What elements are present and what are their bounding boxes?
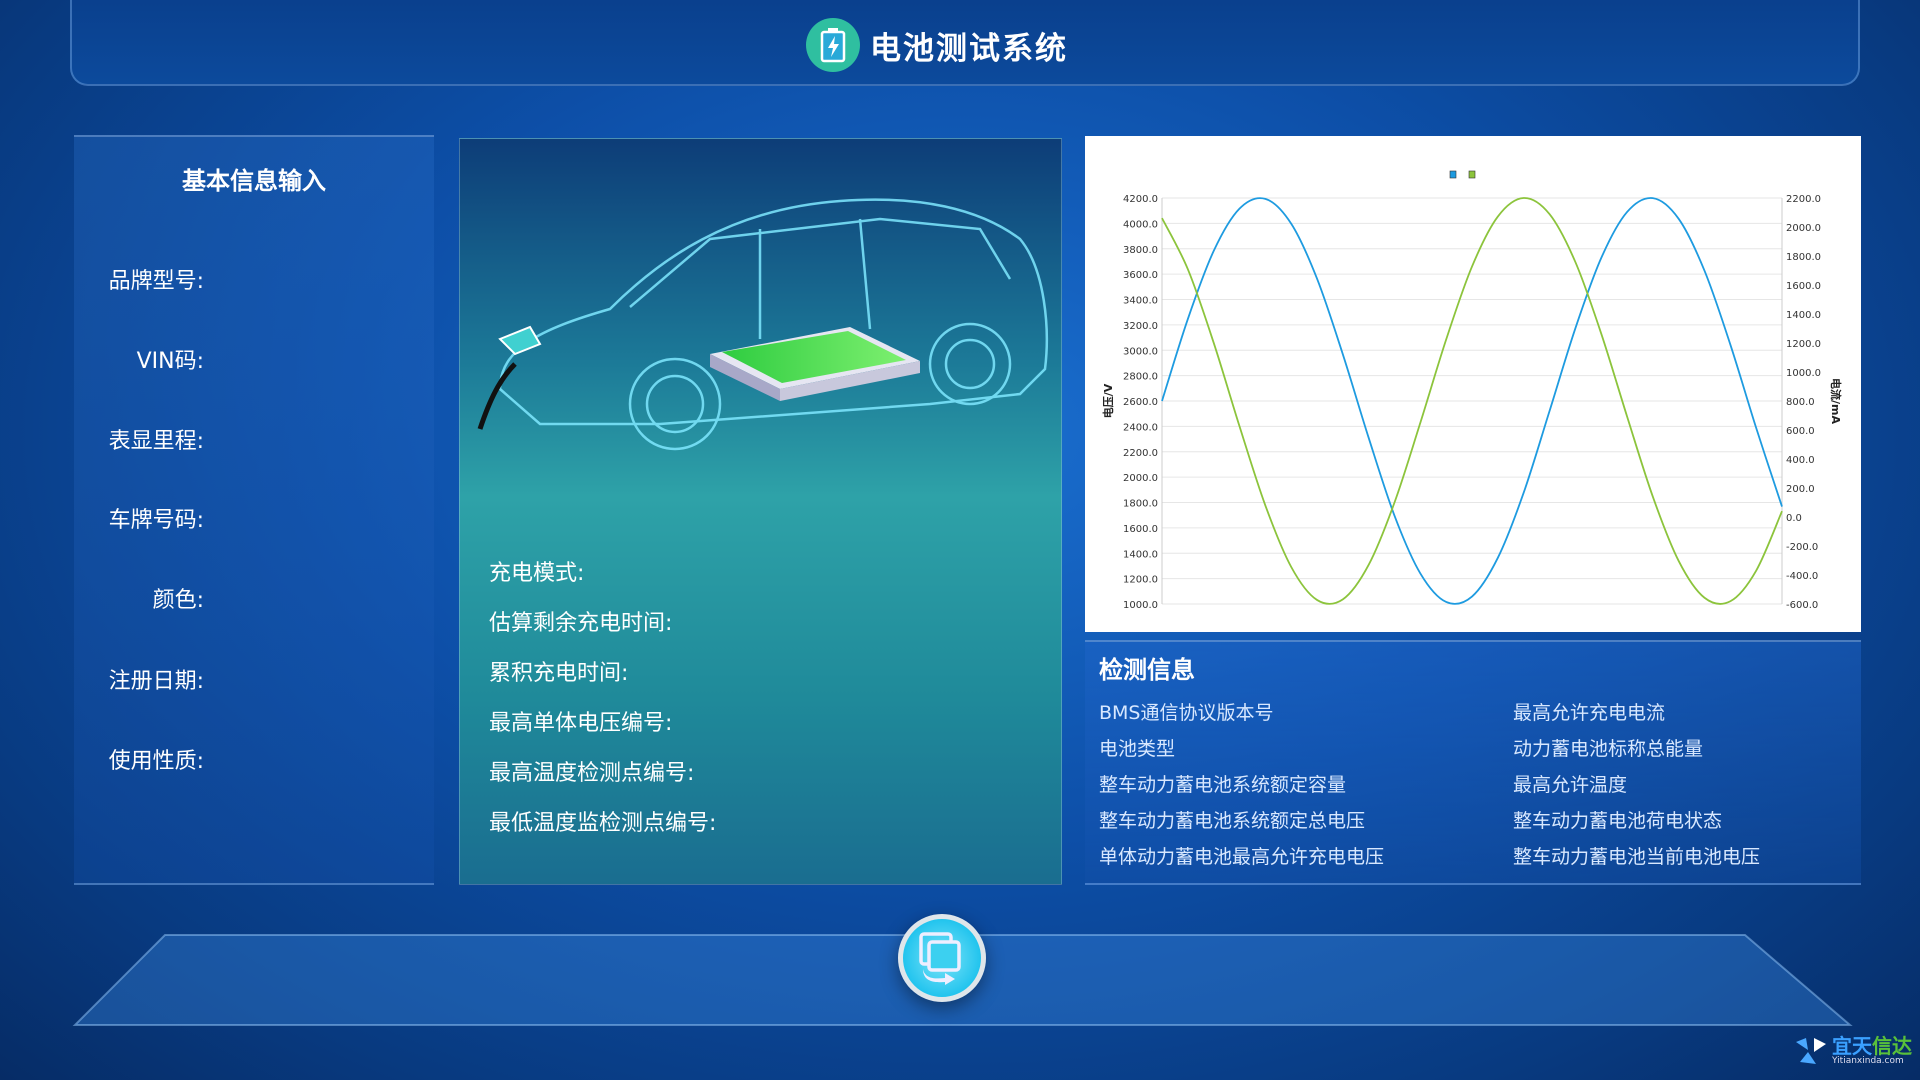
- detection-title: 检测信息: [1099, 656, 1195, 684]
- detection-item: 整车动力蓄电池系统额定容量: [1099, 774, 1347, 796]
- chart-panel: 4200.0 4000.0 3800.0 3600.0 3400.0 3200.0 3000…: [1085, 136, 1861, 632]
- y-tick-label: 2800.0: [1123, 372, 1158, 383]
- y-right-tick-label: 600.0: [1786, 426, 1815, 437]
- y-tick-label: 2400.0: [1123, 422, 1158, 433]
- y-right-tick-label: 0.0: [1786, 513, 1802, 524]
- copy-transfer-button[interactable]: [898, 914, 986, 1002]
- copy-transfer-icon: [919, 932, 961, 985]
- y-tick-label: 3400.0: [1123, 296, 1158, 307]
- y-right-tick-label: -400.0: [1786, 571, 1818, 582]
- y-right-tick-label: 800.0: [1786, 397, 1815, 408]
- detection-item: 整车动力蓄电池荷电状态: [1513, 810, 1723, 832]
- y-tick-label: 1000.0: [1123, 600, 1158, 611]
- logo-text-b: 信达: [1872, 1034, 1912, 1058]
- battery-charging-icon: [806, 18, 860, 72]
- y-tick-label: 1200.0: [1123, 575, 1158, 586]
- detection-item: 单体动力蓄电池最高允许充电电压: [1099, 846, 1385, 868]
- mileage-label: 表显里程:: [108, 429, 204, 454]
- charging-panel: 充电模式: 估算剩余充电时间: 累积充电时间: 最高单体电压编号: 最高温度检测…: [459, 138, 1062, 885]
- legend-marker: [1449, 170, 1457, 179]
- y-right-tick-label: -200.0: [1786, 542, 1818, 553]
- y-right-tick-label: 200.0: [1786, 484, 1815, 495]
- y-tick-label: 1600.0: [1123, 524, 1158, 535]
- y-right-tick-label: 1000.0: [1786, 368, 1821, 379]
- detection-item: 电池类型: [1099, 738, 1176, 760]
- legend-marker: [1468, 170, 1476, 179]
- y-tick-label: 2600.0: [1123, 397, 1158, 408]
- y-right-tick-label: -600.0: [1786, 600, 1818, 611]
- brand-model-label: 品牌型号:: [108, 269, 204, 294]
- max-cell-voltage-id-label: 最高单体电压编号:: [489, 711, 673, 736]
- y-tick-label: 2200.0: [1123, 448, 1158, 459]
- car-illustration: [477, 198, 1048, 451]
- y-right-tick-label: 400.0: [1786, 455, 1815, 466]
- y-axis-label: 电压/V: [1101, 383, 1115, 418]
- y-tick-label: 3000.0: [1123, 346, 1158, 357]
- detection-item: 动力蓄电池标称总能量: [1513, 738, 1704, 760]
- min-temp-point-label: 最低温度监检测点编号:: [489, 811, 717, 836]
- y-tick-label: 4200.0: [1123, 194, 1158, 205]
- y-tick-label: 3800.0: [1123, 245, 1158, 256]
- page-title: 电池测试系统: [870, 30, 1068, 67]
- series-line: [1161, 197, 1783, 605]
- color-label: 颜色:: [152, 588, 204, 613]
- register-date-label: 注册日期:: [108, 669, 204, 694]
- basic-info-title: 基本信息输入: [182, 167, 326, 195]
- y-tick-label: 4000.0: [1123, 219, 1158, 230]
- y-right-tick-label: 1400.0: [1786, 310, 1821, 321]
- cumulative-time-label: 累积充电时间:: [489, 661, 629, 686]
- voltage-current-chart: 4200.0 4000.0 3800.0 3600.0 3400.0 3200.0 3000…: [1101, 170, 1843, 611]
- y-right-tick-label: 1200.0: [1786, 339, 1821, 350]
- detection-panel: 检测信息 BMS通信协议版本号 电池类型整车动力蓄电池系统额定容量 整车动力蓄电池系…: [1085, 640, 1861, 885]
- logo-subtext: Yitianxinda.com: [1832, 1056, 1904, 1066]
- vin-label: VIN码:: [136, 349, 204, 374]
- header: 电池测试系统: [806, 18, 1068, 72]
- y-right-tick-label: 2000.0: [1786, 223, 1821, 234]
- company-logo: 宜天信达 Yitianxinda.com: [1794, 1036, 1912, 1066]
- remaining-time-label: 估算剩余充电时间:: [489, 611, 673, 636]
- detection-item: 整车动力蓄电池当前电池电压: [1513, 846, 1761, 868]
- y-tick-label: 1800.0: [1123, 499, 1158, 510]
- y-tick-label: 2000.0: [1123, 473, 1158, 484]
- max-temp-point-label: 最高温度检测点编号:: [489, 761, 695, 786]
- y-tick-label: 3200.0: [1123, 321, 1158, 332]
- detection-item: BMS通信协议版本号: [1099, 702, 1274, 724]
- header-bar: [70, 0, 1860, 86]
- y-right-tick-label: 2200.0: [1786, 194, 1821, 205]
- y-tick-label: 1400.0: [1123, 549, 1158, 560]
- usage-label: 使用性质:: [108, 749, 204, 774]
- basic-info-panel: 基本信息输入 品牌型号: VIN码: 表显里程: 车牌号码: 颜色: 注册日期:…: [74, 135, 434, 885]
- detection-item: 整车动力蓄电池系统额定总电压: [1099, 810, 1366, 832]
- logo-text-a: 宜天: [1832, 1034, 1872, 1058]
- y-right-tick-label: 1800.0: [1786, 252, 1821, 263]
- y-right-axis-label: 电流/mA: [1829, 378, 1843, 424]
- charge-mode-label: 充电模式:: [489, 561, 585, 586]
- y-tick-label: 3600.0: [1123, 270, 1158, 281]
- plate-label: 车牌号码:: [108, 508, 204, 533]
- detection-item: 最高允许温度: [1513, 774, 1628, 796]
- y-right-tick-label: 1600.0: [1786, 281, 1821, 292]
- detection-item: 最高允许充电电流: [1513, 702, 1666, 724]
